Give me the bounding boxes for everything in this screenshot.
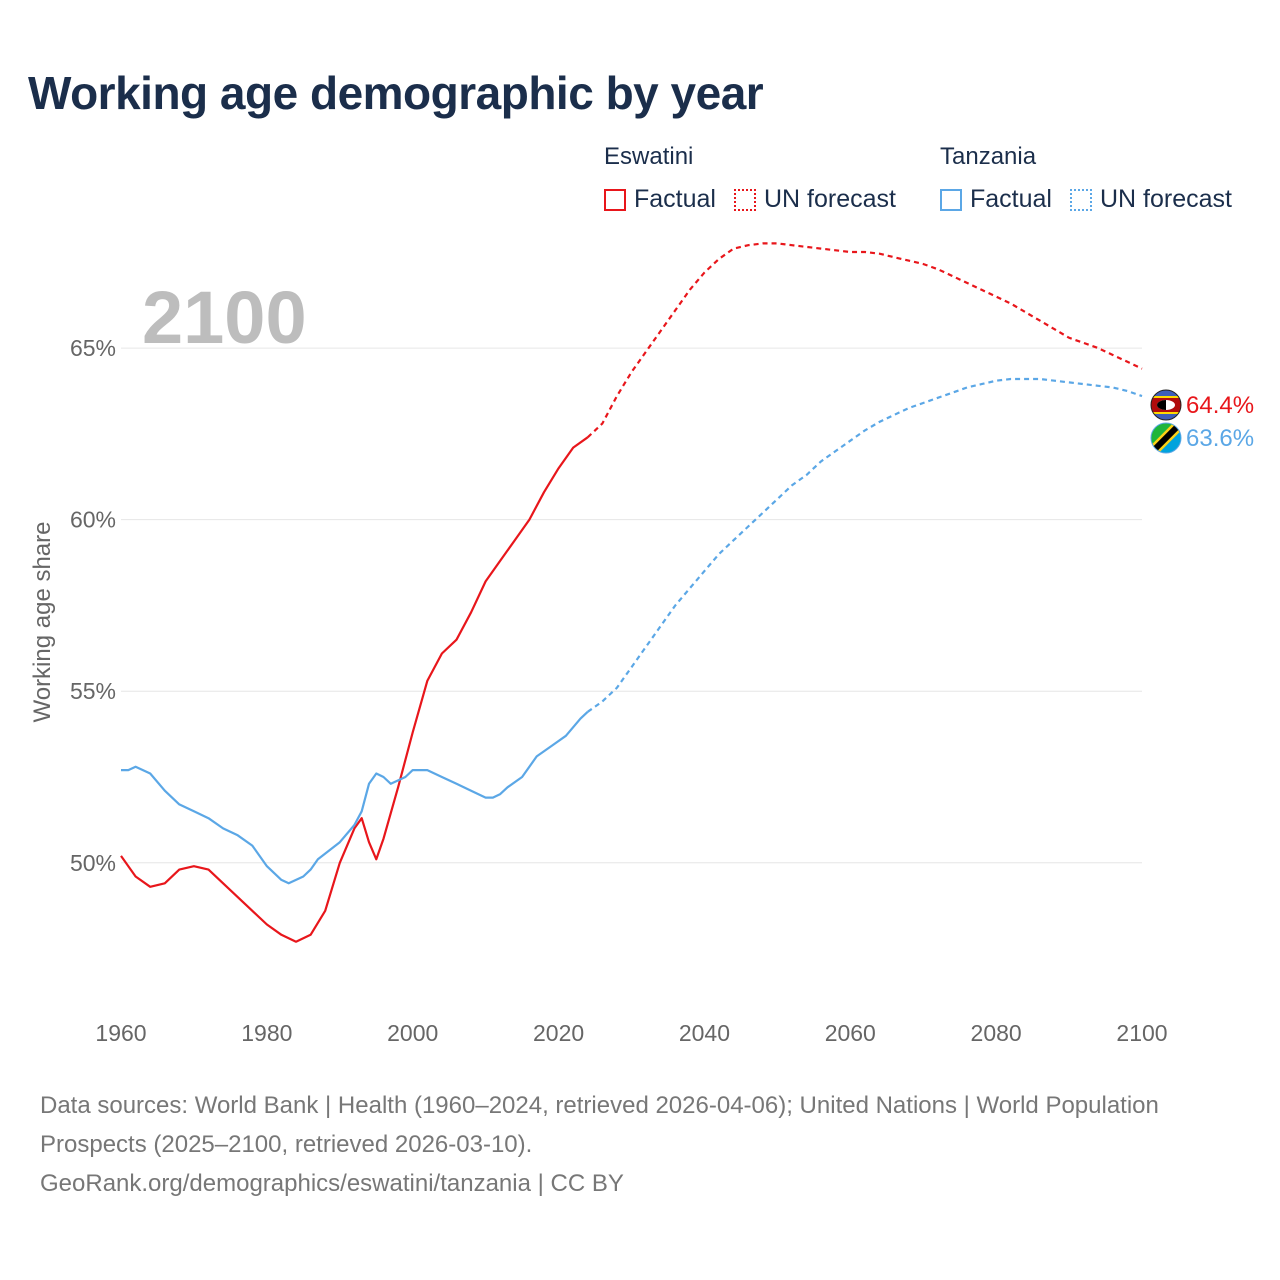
x-tick-label: 2100 [1116, 1020, 1167, 1046]
end-label-tanzania: 63.6% [1186, 425, 1254, 452]
legend-swatch-dotted-icon [1069, 188, 1092, 211]
legend-swatch-solid-icon [604, 188, 626, 211]
y-axis-title: Working age share [29, 522, 56, 723]
series-line-eswatini-factual[interactable] [120, 436, 589, 943]
x-tick-label: 2080 [971, 1020, 1022, 1046]
legend-swatch-solid-icon [940, 188, 962, 211]
legend-tanzania-forecast[interactable]: UN forecast [1069, 185, 1232, 214]
series-line-tanzania-factual[interactable] [121, 711, 589, 885]
data-sources-text: Data sources: World Bank | Health (1960–… [40, 1092, 1159, 1158]
y-tick-label: 50% [70, 850, 116, 876]
legend-label: Factual [634, 185, 716, 213]
y-tick-label: 55% [70, 678, 116, 704]
legend-group-tanzania: Tanzania Factual UN forecast [940, 143, 1250, 214]
x-tick-label: 2000 [387, 1020, 438, 1046]
chart-title: Working age demographic by year [28, 67, 764, 119]
legend-country-tanzania: Tanzania [940, 143, 1037, 170]
legend-label: UN forecast [763, 185, 896, 213]
series-line-tanzania-forecast[interactable] [587, 377, 1143, 713]
x-tick-label: 2020 [533, 1020, 584, 1046]
x-tick-label: 2040 [679, 1020, 730, 1046]
x-tick-label: 2060 [825, 1020, 876, 1046]
legend-tanzania-factual[interactable]: Factual [940, 185, 1052, 214]
legend-group-eswatini: Eswatini Factual UN forecast [604, 143, 914, 214]
legend-eswatini-forecast[interactable]: UN forecast [733, 185, 896, 214]
eswatini-flag-icon [1151, 390, 1181, 420]
x-tick-label: 1960 [95, 1020, 146, 1046]
year-overlay: 2100 [142, 276, 307, 359]
series-line-eswatini-forecast[interactable] [586, 242, 1143, 439]
legend-label: Factual [970, 185, 1052, 213]
x-tick-label: 1980 [241, 1020, 292, 1046]
end-label-eswatini: 64.4% [1186, 392, 1254, 419]
legend-swatch-dotted-icon [733, 188, 756, 211]
legend-country-eswatini: Eswatini [604, 143, 694, 170]
footer: Data sources: World Bank | Health (1960–… [40, 1086, 1190, 1203]
y-tick-label: 60% [70, 507, 116, 533]
y-tick-label: 65% [70, 335, 116, 361]
line-chart: 2100 50% 55% 60% 65% 1960 1980 2000 2020 2040 20… [29, 242, 1254, 1046]
source-link[interactable]: GeoRank.org/demographics/eswatini/tanzan… [40, 1170, 624, 1197]
legend-label: UN forecast [1099, 185, 1232, 213]
legend-eswatini-factual[interactable]: Factual [604, 185, 716, 214]
tanzania-flag-icon [1151, 423, 1181, 453]
